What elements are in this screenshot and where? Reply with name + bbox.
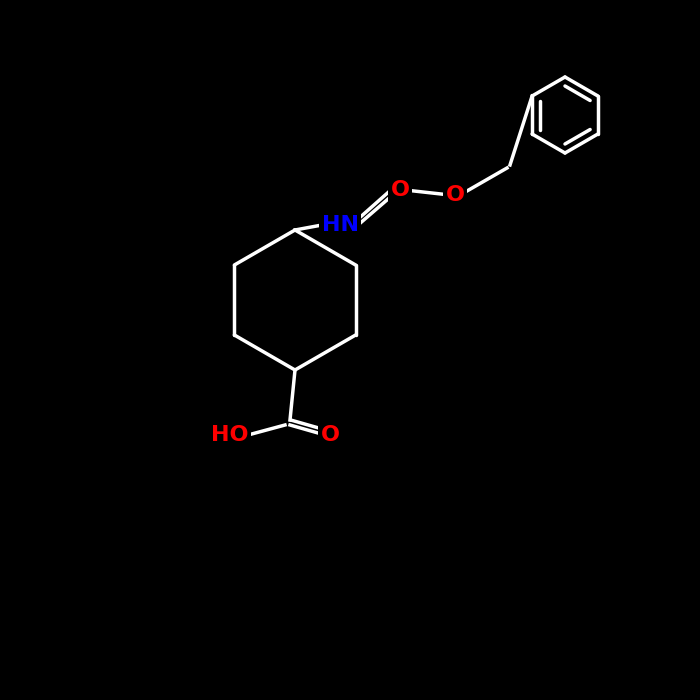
Text: HO: HO [211,425,248,445]
Text: HN: HN [321,215,358,235]
Text: O: O [321,425,340,445]
Text: O: O [445,185,465,205]
Text: O: O [391,180,409,200]
